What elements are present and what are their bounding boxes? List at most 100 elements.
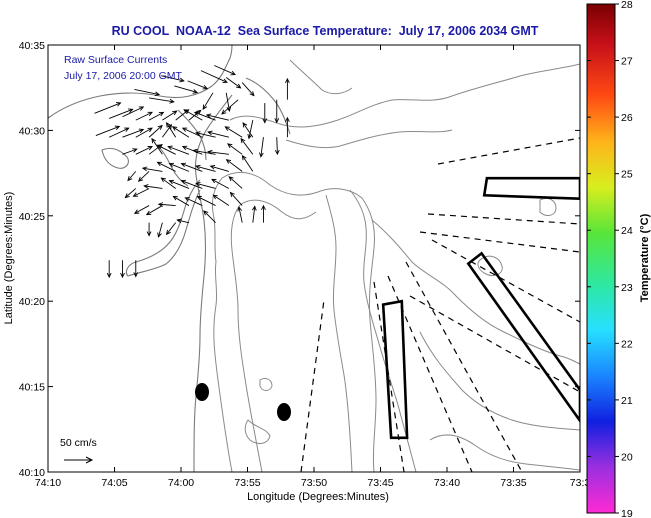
current-vector	[143, 184, 163, 189]
bathymetry-contour	[289, 59, 353, 95]
current-vector	[133, 260, 139, 278]
current-vector	[162, 110, 178, 121]
vector-scale-label: 50 cm/s	[60, 437, 97, 449]
current-vector	[176, 218, 190, 224]
radar-cell-outline	[482, 176, 580, 201]
current-vector	[132, 188, 150, 197]
colorbar-tick-label: 28	[621, 0, 633, 11]
bathymetry-contour	[211, 171, 377, 472]
current-vector	[195, 164, 216, 172]
current-vector	[95, 125, 121, 136]
current-vector	[207, 130, 229, 138]
x-tick-label: 74:10	[35, 477, 61, 489]
dashed-line	[427, 213, 580, 225]
current-vector	[133, 205, 150, 214]
vector-annotation-line2: July 17, 2006 20:00 GMT	[64, 70, 182, 82]
current-vector	[200, 70, 228, 83]
current-vector	[221, 99, 239, 115]
current-vector	[135, 127, 153, 138]
colorbar-tick-label: 26	[621, 112, 633, 124]
colorbar-tick-label: 23	[621, 282, 633, 294]
current-vector	[180, 162, 203, 172]
colorbar-tick-label: 20	[621, 451, 633, 463]
current-vector	[229, 191, 243, 206]
current-vector	[227, 143, 243, 155]
current-vector	[274, 137, 280, 156]
bathymetry-contour	[229, 63, 580, 128]
station-marker	[195, 383, 209, 401]
current-vector	[94, 102, 122, 114]
current-vector	[157, 222, 163, 238]
current-vector	[225, 159, 243, 172]
current-vector	[122, 106, 145, 118]
current-vector	[135, 146, 153, 155]
x-tick-label: 73:35	[500, 477, 526, 489]
plot-background	[48, 45, 580, 472]
current-vector	[181, 145, 203, 155]
current-vector	[285, 116, 290, 138]
current-vector	[168, 162, 190, 172]
current-vector	[160, 75, 185, 83]
current-vector	[212, 194, 230, 206]
current-vector	[228, 176, 243, 189]
colorbar-tick-label: 25	[621, 169, 633, 181]
current-vector	[274, 99, 280, 124]
bathymetry-contour	[259, 377, 273, 391]
y-tick-label: 40:10	[19, 467, 45, 479]
y-tick-label: 40:25	[19, 211, 45, 223]
current-vector	[134, 88, 161, 97]
vector-annotation-line1: Raw Surface Currents	[64, 54, 167, 66]
current-vector	[196, 195, 216, 206]
coastline-line	[48, 45, 233, 119]
current-vector	[240, 137, 254, 155]
radar-cell-outline	[466, 251, 580, 424]
current-vector	[261, 204, 266, 223]
dashed-line	[387, 275, 473, 472]
current-vector	[167, 145, 190, 155]
x-tick-label: 74:00	[168, 477, 194, 489]
colorbar	[586, 3, 616, 514]
current-vector	[285, 77, 290, 100]
y-tick-label: 40:20	[19, 296, 45, 308]
bathymetry-contour	[325, 194, 353, 472]
bathymetry-contour	[371, 219, 580, 365]
bathymetry-contour	[429, 434, 580, 471]
dashed-line	[419, 231, 580, 253]
current-vector	[148, 111, 165, 121]
current-vector	[122, 148, 138, 155]
colorbar-tick-label: 21	[621, 395, 633, 407]
surface-current-vectors	[94, 65, 290, 279]
current-vector	[209, 164, 230, 172]
plot-area: Raw Surface Currents July 17, 2006 20:00…	[48, 45, 580, 472]
vector-scale-arrowhead	[85, 456, 94, 464]
current-vector	[247, 120, 254, 140]
y-tick-label: 40:35	[19, 40, 45, 52]
current-vector	[224, 126, 243, 138]
x-tick-label: 73:55	[234, 477, 260, 489]
current-vector	[108, 127, 130, 138]
current-vector	[225, 77, 242, 89]
current-vector	[180, 179, 203, 189]
dashed-line	[405, 261, 523, 472]
current-vector	[151, 137, 163, 155]
bathymetry-contour	[230, 199, 317, 472]
current-vector	[120, 260, 125, 279]
x-axis-label: Longitude (Degrees:Minutes)	[247, 491, 389, 503]
bathymetry-contour	[349, 189, 417, 472]
bathymetry-contour	[419, 331, 580, 431]
current-vector	[203, 210, 216, 223]
current-vector	[166, 122, 177, 138]
current-vector	[145, 205, 163, 216]
current-vector	[259, 137, 264, 158]
current-vector	[149, 97, 175, 104]
dashed-line	[437, 137, 580, 165]
station-marker	[277, 403, 291, 421]
bathymetry-contours	[211, 59, 580, 472]
y-axis-label: Latitude (Degrees:Minutes)	[3, 192, 15, 325]
y-tick-label: 40:30	[19, 125, 45, 137]
colorbar-tick-label: 19	[621, 508, 633, 518]
current-vector	[146, 222, 152, 237]
colorbar-tick-label: 22	[621, 338, 633, 350]
dashed-sector-lines	[300, 137, 580, 472]
current-vector	[156, 161, 176, 172]
